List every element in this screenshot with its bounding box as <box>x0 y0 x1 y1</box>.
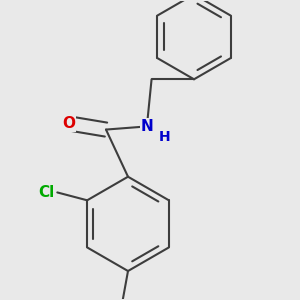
Text: N: N <box>140 119 153 134</box>
Text: O: O <box>62 116 75 131</box>
Text: Cl: Cl <box>38 185 54 200</box>
Text: H: H <box>159 130 171 144</box>
